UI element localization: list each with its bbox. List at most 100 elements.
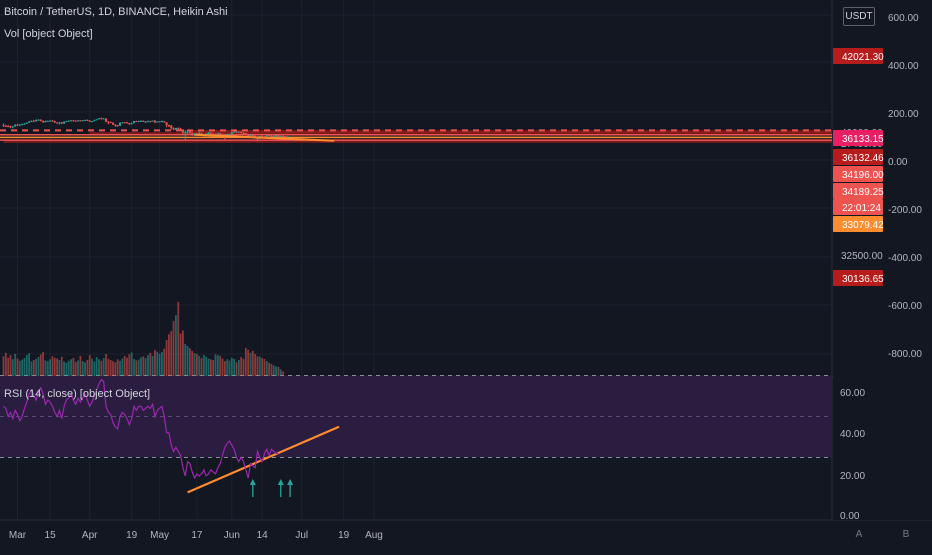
time-axis[interactable]: Mar 15 Apr 19 May 17 Jun 14 Jul 19 Aug xyxy=(9,530,383,541)
candle-body xyxy=(240,131,243,134)
volume-bar xyxy=(216,355,219,376)
candle-body xyxy=(125,122,128,124)
candle-body xyxy=(9,126,12,128)
axis-background xyxy=(833,0,932,520)
volume-legend[interactable]: Vol [object Object] xyxy=(4,28,93,40)
candle-body xyxy=(91,121,94,123)
candle-body xyxy=(272,135,275,137)
volume-bar xyxy=(165,339,168,376)
candle-body xyxy=(21,124,24,126)
candle-body xyxy=(105,118,108,122)
volume-bar xyxy=(168,334,170,376)
price-label-text: 36133.15 xyxy=(842,134,884,145)
candle-body xyxy=(160,121,163,123)
resistance-zone xyxy=(189,130,832,134)
resistance-zones[interactable] xyxy=(3,130,833,143)
candle-body xyxy=(156,121,159,123)
candle-body xyxy=(14,124,17,127)
volume-bar xyxy=(175,315,177,376)
time-tick-label: Jul xyxy=(295,530,308,541)
volume-bar xyxy=(195,353,198,376)
auto-scale-button[interactable]: A xyxy=(855,529,863,540)
currency-button[interactable]: USDT xyxy=(843,7,875,26)
candle-body xyxy=(244,133,247,135)
candle-body xyxy=(268,134,271,136)
volume-bar xyxy=(30,361,33,376)
candle-body xyxy=(181,129,184,133)
candle-body xyxy=(77,120,80,122)
log-scale-button[interactable]: B xyxy=(902,529,910,540)
volume-bar xyxy=(126,357,128,376)
candle-body xyxy=(100,118,103,120)
volume-bar xyxy=(137,359,140,376)
volume-bar xyxy=(233,358,236,376)
price-label-box xyxy=(833,216,883,232)
arrow-up-icon xyxy=(277,479,284,485)
candle-body xyxy=(270,135,273,137)
candle-body xyxy=(212,133,215,135)
volume-bar xyxy=(177,301,180,376)
candle-body xyxy=(207,132,210,134)
volume-bar xyxy=(202,355,205,376)
candle-body xyxy=(98,118,101,120)
volume-bar xyxy=(53,357,56,376)
candle-body xyxy=(63,121,66,124)
candle-body xyxy=(18,124,21,126)
volume-bar xyxy=(172,320,175,376)
volume-bar xyxy=(70,359,72,376)
price-label-text: 33079.42 xyxy=(842,220,884,231)
candle-body xyxy=(88,120,91,122)
candle-body xyxy=(58,122,61,124)
volume-bar xyxy=(67,360,70,376)
candle-body xyxy=(74,120,77,122)
volume-bar xyxy=(9,355,12,376)
horizontal-levels[interactable] xyxy=(0,129,832,141)
volume-bar xyxy=(205,356,208,376)
volume-bar xyxy=(91,358,93,376)
candle-body xyxy=(16,124,19,126)
candle-body xyxy=(137,120,140,122)
candle-body xyxy=(186,131,189,133)
volume-bar xyxy=(46,361,49,376)
volume-bar xyxy=(51,356,54,376)
volume-bar xyxy=(112,361,114,376)
candle-body xyxy=(153,120,156,123)
rsi-legend[interactable]: RSI (14, close) [object Object] xyxy=(4,388,151,400)
secondary-tick-label: -200.00 xyxy=(888,205,922,216)
volume-bar xyxy=(128,354,131,376)
volume-bar xyxy=(161,352,163,376)
volume-bar xyxy=(88,355,91,376)
volume-bar xyxy=(144,358,147,376)
candle-body xyxy=(193,133,196,136)
price-label-box xyxy=(833,149,883,165)
symbol-legend[interactable]: Bitcoin / TetherUS, 1D, BINANCE, Heikin … xyxy=(4,6,228,18)
volume-bar xyxy=(7,357,10,376)
volume-bar xyxy=(95,357,98,376)
price-axis[interactable]: 40000.0038000.0032000.0028900.0027400.00… xyxy=(833,0,932,522)
candle-body xyxy=(42,120,45,123)
volume-bar xyxy=(4,352,7,376)
secondary-tick-label: 400.00 xyxy=(888,61,919,72)
volume-bar xyxy=(109,360,112,376)
volume-bar xyxy=(58,360,61,376)
candle-body xyxy=(221,134,224,136)
volume-bar xyxy=(119,360,121,376)
volume-bar xyxy=(93,361,96,376)
volume-bar xyxy=(263,358,266,376)
candle-body xyxy=(37,119,40,121)
volume-bar xyxy=(149,352,152,376)
volume-bar xyxy=(214,354,217,376)
time-tick-label: May xyxy=(150,530,169,541)
candle-body xyxy=(121,122,124,124)
candle-body xyxy=(28,121,31,123)
volume-bar xyxy=(282,371,284,376)
volume-bar xyxy=(279,369,282,376)
candle-body xyxy=(32,120,35,122)
grid-lines xyxy=(0,0,932,521)
candle-body xyxy=(146,121,149,123)
candle-body xyxy=(39,119,42,121)
candle-body xyxy=(130,123,133,125)
volume-bar xyxy=(247,349,250,376)
